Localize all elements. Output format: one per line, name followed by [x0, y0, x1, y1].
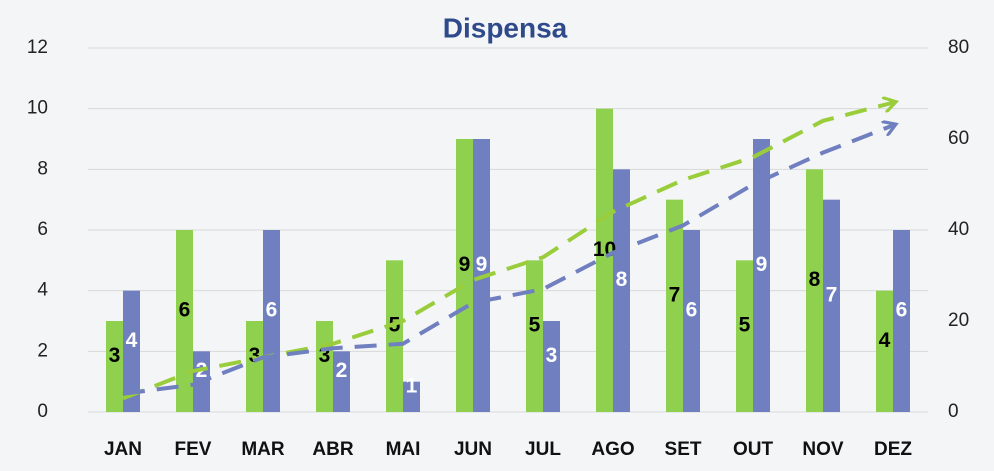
bar — [823, 199, 840, 412]
bar — [263, 230, 280, 412]
data-label: 8 — [616, 268, 628, 291]
chart-title: Dispensa — [443, 12, 568, 43]
bar — [123, 290, 140, 412]
bar — [543, 321, 560, 412]
bar — [246, 321, 263, 412]
bar — [106, 321, 123, 412]
x-tick-label: MAI — [386, 439, 421, 460]
data-label: 2 — [336, 359, 348, 382]
x-tick-label: JAN — [104, 439, 142, 460]
data-label: 9 — [459, 253, 471, 276]
y-tick-label: 12 — [27, 37, 48, 58]
data-label: 4 — [879, 329, 891, 352]
bar — [456, 139, 473, 412]
data-label: 6 — [179, 299, 191, 322]
bar — [893, 230, 910, 412]
x-tick-label: JUL — [525, 439, 561, 460]
data-label: 8 — [809, 268, 821, 291]
data-label: 3 — [319, 344, 331, 367]
bar — [666, 199, 683, 412]
y2-tick-label: 20 — [948, 310, 969, 331]
data-label: 6 — [266, 299, 278, 322]
trend-line — [122, 103, 893, 401]
x-tick-label: FEV — [175, 439, 212, 460]
y-tick-label: 6 — [37, 219, 48, 240]
data-label: 10 — [593, 238, 616, 261]
data-label: 1 — [406, 374, 418, 397]
bar — [333, 351, 350, 412]
bar — [403, 381, 420, 412]
x-tick-label: NOV — [802, 439, 844, 460]
data-label: 7 — [826, 283, 838, 306]
data-label: 7 — [669, 283, 681, 306]
bar — [683, 230, 700, 412]
x-tick-label: SET — [665, 439, 702, 460]
x-tick-label: OUT — [733, 439, 774, 460]
y2-tick-label: 80 — [948, 37, 969, 58]
x-tick-label: AGO — [591, 439, 634, 460]
trend-line — [122, 125, 893, 396]
data-label: 6 — [686, 299, 698, 322]
bar — [806, 169, 823, 412]
data-label: 3 — [546, 344, 558, 367]
x-tick-label: JUN — [454, 439, 492, 460]
data-label: 5 — [529, 314, 541, 337]
y2-tick-label: 0 — [948, 401, 959, 422]
data-label: 9 — [756, 253, 768, 276]
y-tick-label: 10 — [27, 98, 48, 119]
data-label: 3 — [249, 344, 261, 367]
bar — [876, 290, 893, 412]
data-label: 3 — [109, 344, 121, 367]
data-label: 4 — [126, 329, 138, 352]
y-tick-label: 0 — [37, 401, 48, 422]
data-label: 5 — [739, 314, 751, 337]
x-tick-label: MAR — [241, 439, 285, 460]
y2-tick-label: 40 — [948, 219, 969, 240]
bar — [753, 139, 770, 412]
bar — [526, 260, 543, 412]
y-tick-label: 8 — [37, 158, 48, 179]
x-tick-label: ABR — [312, 439, 353, 460]
bar — [386, 260, 403, 412]
bar — [736, 260, 753, 412]
data-label: 6 — [896, 299, 908, 322]
data-label: 9 — [476, 253, 488, 276]
y-tick-label: 4 — [37, 280, 48, 301]
y-tick-label: 2 — [37, 340, 48, 361]
bar — [613, 169, 630, 412]
bar — [176, 230, 193, 412]
bar — [596, 108, 613, 413]
x-tick-label: DEZ — [874, 439, 912, 460]
y2-tick-label: 60 — [948, 128, 969, 149]
